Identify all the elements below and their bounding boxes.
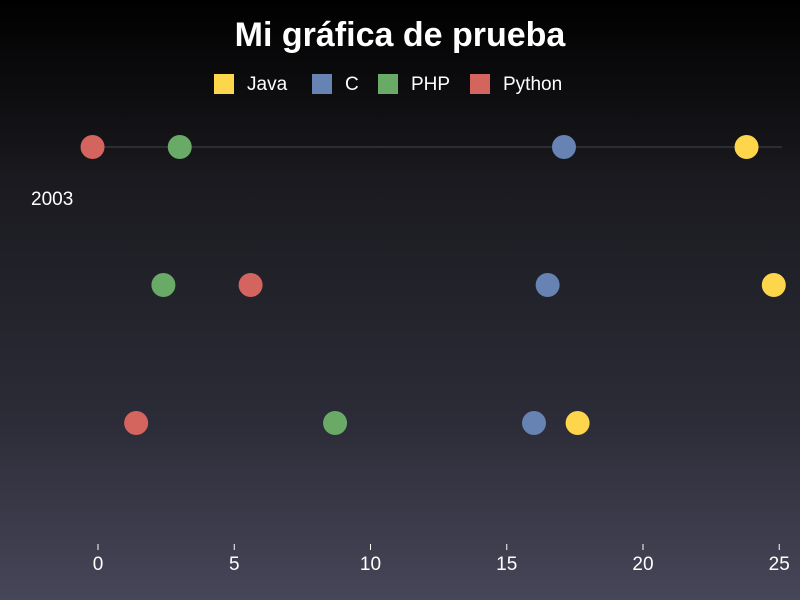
x-tick-label: 5 <box>229 554 240 575</box>
point-c-1 <box>551 135 576 159</box>
point-java-3 <box>565 411 590 435</box>
point-php-3 <box>323 411 348 435</box>
point-python-3 <box>124 411 149 435</box>
point-java-1 <box>734 135 759 159</box>
x-tick-label: 25 <box>769 554 790 575</box>
legend-swatch-php <box>378 74 398 94</box>
legend-label-python: Python <box>503 74 562 95</box>
point-python-1 <box>80 135 105 159</box>
legend-label-java: Java <box>247 74 288 95</box>
legend-swatch-c <box>312 74 332 94</box>
legend-label-php: PHP <box>411 74 450 95</box>
point-c-3 <box>522 411 546 435</box>
point-java-2 <box>761 273 786 297</box>
legend-swatch-python <box>470 74 490 94</box>
legend-label-c: C <box>345 74 359 95</box>
point-c-2 <box>535 273 560 297</box>
point-php-1 <box>167 135 192 159</box>
x-tick-label: 15 <box>496 554 517 575</box>
x-tick-label: 10 <box>360 554 381 575</box>
category-label: 2003 <box>31 189 73 210</box>
chart-title: Mi gráfica de prueba <box>235 16 567 54</box>
point-python-2 <box>238 273 263 297</box>
plot-area: 2003 <box>31 135 786 435</box>
legend: Java C PHP Python <box>214 74 562 95</box>
x-axis: 0 5 10 15 20 25 <box>93 544 790 575</box>
x-tick-label: 20 <box>632 554 653 575</box>
x-tick-label: 0 <box>93 554 104 575</box>
legend-swatch-java <box>214 74 234 94</box>
point-php-2 <box>151 273 176 297</box>
